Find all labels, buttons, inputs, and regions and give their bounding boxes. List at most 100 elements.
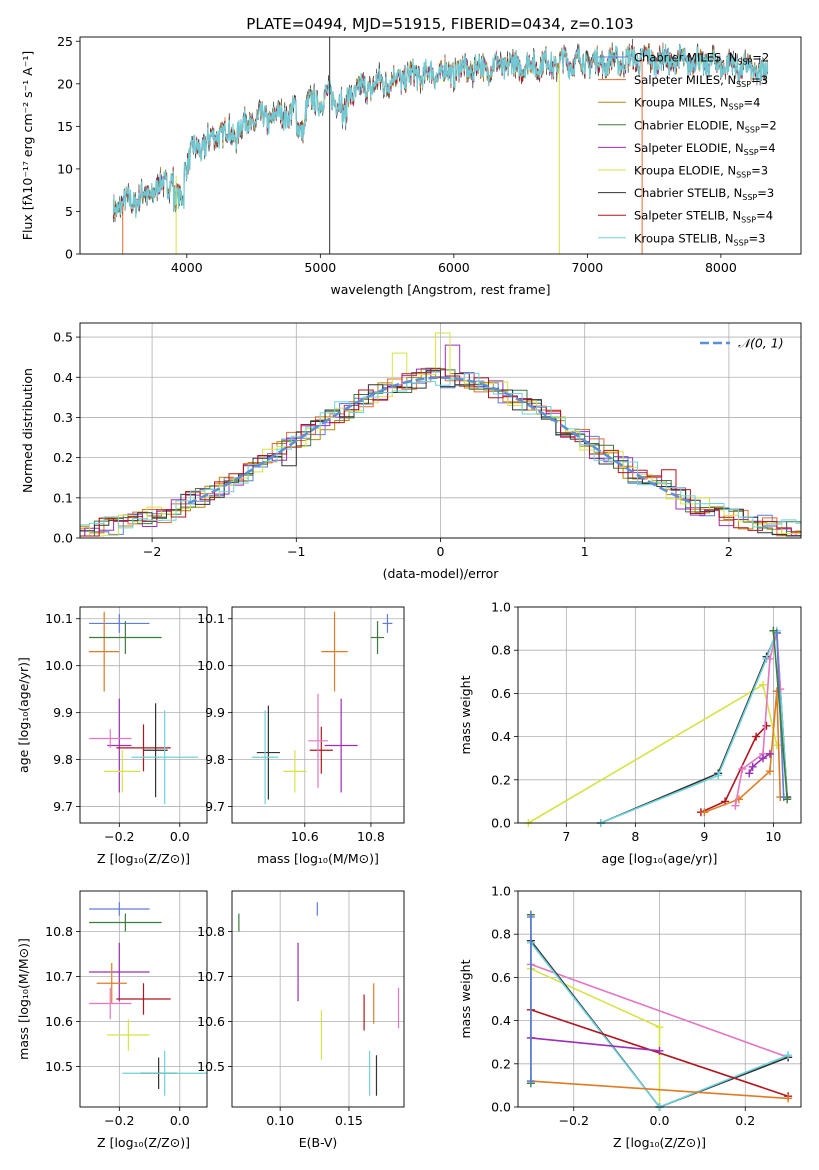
y-tick-label: 0.1 xyxy=(53,490,73,505)
series-line xyxy=(530,1037,660,1052)
x-tick-label: 8 xyxy=(631,829,639,844)
x-axis-label: (data-model)/error xyxy=(383,566,500,581)
x-tick-label: 9 xyxy=(700,829,708,844)
weight-vs-age-panel: 7 8 9 10 0.0 0.2 0.4 0.6 0.8 1.0 age [log₁₀(age/yr… xyxy=(458,600,802,866)
y-tick-label: 10.0 xyxy=(197,658,225,673)
y-tick-label: 0.6 xyxy=(491,970,511,985)
plus-marker xyxy=(655,1046,664,1055)
y-tick-label: 15 xyxy=(57,119,73,134)
y-tick-label: 0.8 xyxy=(491,927,511,942)
y-tick-label: 25 xyxy=(57,34,73,49)
x-tick-label: 1 xyxy=(581,544,589,559)
y-tick-label: 0.3 xyxy=(53,410,73,425)
legend-text: Chabrier STELIB, N xyxy=(634,186,742,200)
series-line xyxy=(530,968,661,1107)
y-tick-label: 0.0 xyxy=(491,1100,511,1115)
histogram-salpeter_stelib xyxy=(80,368,801,537)
y-tick-label: 0.5 xyxy=(53,330,73,345)
x-axis-label: age [log₁₀(age/yr)] xyxy=(602,851,718,866)
legend-label: Salpeter ELODIE, NSSP=4 xyxy=(634,141,776,157)
legend-suffix: =4 xyxy=(744,96,761,110)
plus-marker xyxy=(748,762,757,771)
y-tick-label: 0.4 xyxy=(491,1013,511,1028)
y-tick-label: 1.0 xyxy=(491,884,511,899)
x-tick-label: 0 xyxy=(437,544,445,559)
x-axis-label: Z [log₁₀(Z/Z⊙)] xyxy=(97,1135,190,1150)
legend-label: Salpeter MILES, NSSP=3 xyxy=(634,73,768,89)
plus-marker xyxy=(784,1051,793,1060)
plus-marker xyxy=(769,626,778,635)
legend-suffix: =3 xyxy=(757,186,774,200)
x-tick-label: −0.2 xyxy=(104,1113,134,1128)
legend-suffix: =3 xyxy=(749,231,766,245)
legend-label: Kroupa ELODIE, NSSP=3 xyxy=(634,164,768,180)
y-tick-label: 10.6 xyxy=(197,1014,225,1029)
plus-marker xyxy=(738,765,747,773)
legend-text: Salpeter MILES, N xyxy=(634,73,736,87)
x-axis-label: wavelength [Angstrom, rest frame] xyxy=(330,282,550,297)
legend-label: Chabrier MILES, NSSP=2 xyxy=(634,51,769,67)
y-tick-label: 10.7 xyxy=(45,969,73,984)
histogram-chabrier_stelib xyxy=(80,370,801,537)
legend-subscript: SSP xyxy=(734,238,749,247)
histogram-kroupa_stelib xyxy=(80,372,801,529)
plus-marker xyxy=(745,769,754,778)
legend-text: Kroupa ELODIE, N xyxy=(634,164,736,178)
y-tick-label: 0.2 xyxy=(491,1056,511,1071)
legend-suffix: =3 xyxy=(751,164,768,178)
x-tick-label: 10.6 xyxy=(291,829,319,844)
legend-text: Chabrier MILES, N xyxy=(634,51,737,65)
plus-marker xyxy=(759,680,768,689)
axes-frame xyxy=(79,890,208,1108)
axes-frame xyxy=(79,322,802,539)
axes-frame xyxy=(231,890,405,1108)
y-tick-label: 20 xyxy=(57,76,73,91)
y-tick-label: 9.9 xyxy=(53,705,73,720)
plus-marker xyxy=(765,654,774,663)
age-vs-mass-panel: 10.6 10.8 9.7 9.8 9.9 10.0 10.1 mass [log₁₀(M/M… xyxy=(197,606,405,866)
weight-vs-metallicity-panel: −0.2 0.0 0.2 0.0 0.2 0.4 0.6 0.8 1.0 Z [log₁₀(Z/Z… xyxy=(458,884,802,1150)
legend-text: Kroupa MILES, N xyxy=(634,96,729,110)
mass-vs-extinction-panel: 0.10 0.15 10.5 10.6 10.7 10.8 E(B-V) xyxy=(197,890,405,1150)
y-tick-label: 9.9 xyxy=(205,705,225,720)
legend-subscript: SSP xyxy=(736,171,751,180)
y-tick-label: 0.0 xyxy=(53,531,73,546)
y-axis-label: Normed distribution xyxy=(20,368,35,493)
age-vs-metallicity-panel: −0.2 0.0 9.7 9.8 9.9 10.0 10.1 Z [log₁₀(Z/Z⊙)] a… xyxy=(16,606,208,866)
legend-subscript: SSP xyxy=(729,103,744,112)
series-line xyxy=(600,630,788,824)
y-tick-label: 9.7 xyxy=(205,799,225,814)
plus-marker xyxy=(731,801,740,810)
y-tick-label: 5 xyxy=(65,204,73,219)
y-tick-label: 9.8 xyxy=(205,752,225,767)
x-tick-label: 0.2 xyxy=(735,1113,755,1128)
axes-frame xyxy=(231,606,405,824)
legend-subscript: SSP xyxy=(742,193,757,202)
gaussian-curve xyxy=(187,376,694,505)
y-tick-label: 10.1 xyxy=(197,611,225,626)
y-tick-label: 0.4 xyxy=(53,370,73,385)
x-tick-label: 0.0 xyxy=(650,1113,670,1128)
x-axis-label: Z [log₁₀(Z/Z⊙)] xyxy=(97,851,190,866)
plus-marker xyxy=(772,741,781,750)
legend-subscript: SSP xyxy=(737,58,752,67)
axes-frame xyxy=(517,890,802,1108)
x-axis-label: E(B-V) xyxy=(299,1135,338,1150)
x-tick-label: −0.2 xyxy=(104,829,134,844)
axes-frame xyxy=(79,606,208,824)
legend-label: Salpeter STELIB, NSSP=4 xyxy=(634,209,773,225)
spectrum-panel: 4000 5000 6000 7000 8000 0 5 10 15 20 25 wavelength… xyxy=(20,34,802,297)
y-axis-label: age [log₁₀(age/yr)] xyxy=(16,657,31,773)
axes-frame xyxy=(517,606,802,824)
series-line xyxy=(530,963,789,1059)
legend-subscript: SSP xyxy=(745,125,760,134)
x-tick-label: 0.0 xyxy=(170,829,190,844)
legend-suffix: =3 xyxy=(751,73,768,87)
x-tick-label: 6000 xyxy=(438,260,470,275)
x-tick-label: 2 xyxy=(725,544,733,559)
x-tick-label: −1 xyxy=(287,544,305,559)
plus-marker xyxy=(765,749,774,758)
y-tick-label: 0 xyxy=(65,247,73,262)
